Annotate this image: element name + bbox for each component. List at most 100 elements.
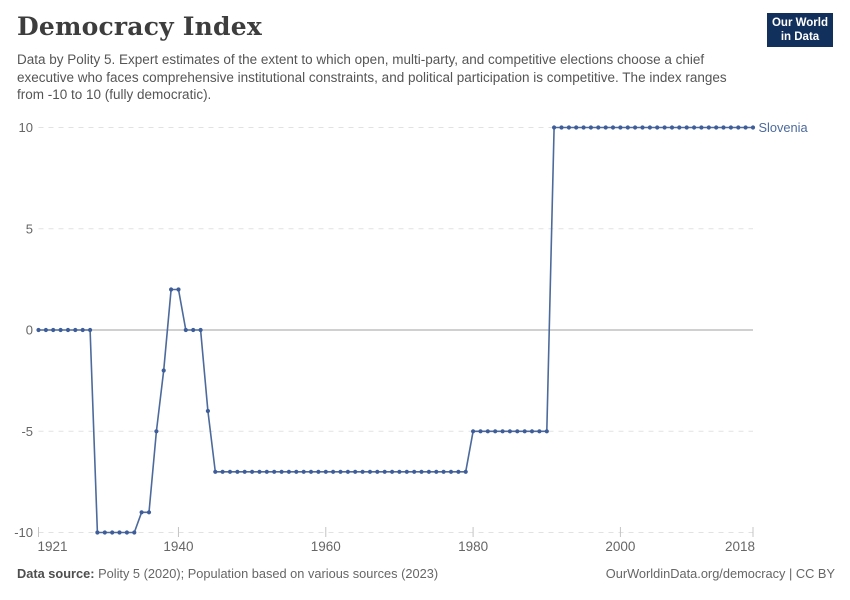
data-point[interactable] — [316, 469, 321, 474]
data-point[interactable] — [73, 327, 78, 333]
data-point[interactable] — [662, 125, 667, 130]
data-point[interactable] — [434, 469, 439, 474]
data-point[interactable] — [117, 530, 122, 535]
data-point[interactable] — [647, 125, 653, 130]
data-point[interactable] — [132, 530, 137, 535]
data-point[interactable] — [294, 469, 299, 474]
data-point[interactable] — [655, 125, 660, 130]
data-point[interactable] — [279, 469, 284, 474]
data-point[interactable] — [441, 469, 446, 474]
data-point[interactable] — [471, 429, 476, 434]
data-point[interactable] — [272, 469, 277, 474]
democracy-chart[interactable]: 10 5 0 -5 -10 1921 1940 1960 1980 2000 2018 Sloveni… — [0, 110, 850, 562]
data-point[interactable] — [743, 125, 748, 130]
data-point[interactable] — [677, 125, 682, 130]
data-point[interactable] — [559, 125, 564, 130]
data-point[interactable] — [456, 469, 461, 474]
data-point[interactable] — [633, 125, 638, 130]
data-point[interactable] — [353, 469, 358, 474]
data-point[interactable] — [610, 125, 616, 130]
data-point[interactable] — [51, 327, 56, 333]
data-point[interactable] — [264, 469, 269, 474]
data-point[interactable] — [176, 287, 181, 292]
data-point[interactable] — [537, 429, 542, 434]
data-point[interactable] — [574, 125, 579, 130]
data-point[interactable] — [404, 469, 409, 474]
data-point[interactable] — [485, 429, 490, 434]
data-point[interactable] — [500, 429, 505, 434]
data-point[interactable] — [36, 327, 41, 333]
data-point[interactable] — [478, 429, 483, 434]
data-point[interactable] — [750, 125, 756, 130]
data-point[interactable] — [323, 469, 328, 474]
data-point[interactable] — [80, 327, 85, 333]
data-point[interactable] — [286, 469, 291, 474]
data-point[interactable] — [721, 125, 726, 130]
data-point[interactable] — [146, 510, 152, 515]
data-point[interactable] — [412, 469, 417, 474]
data-point[interactable] — [699, 125, 704, 130]
data-point[interactable] — [603, 125, 608, 130]
data-point[interactable] — [169, 287, 174, 292]
data-point[interactable] — [375, 469, 380, 474]
data-point[interactable] — [367, 469, 373, 474]
data-point[interactable] — [102, 530, 107, 535]
data-point[interactable] — [552, 125, 557, 130]
data-point[interactable] — [360, 469, 365, 474]
data-point[interactable] — [507, 429, 512, 434]
data-point[interactable] — [640, 125, 645, 130]
data-point[interactable] — [205, 408, 210, 414]
data-point[interactable] — [242, 469, 247, 474]
data-point[interactable] — [250, 469, 255, 474]
data-point[interactable] — [529, 429, 535, 434]
data-point[interactable] — [110, 530, 115, 535]
data-point[interactable] — [301, 469, 306, 474]
data-point[interactable] — [213, 469, 218, 474]
data-point[interactable] — [257, 469, 262, 474]
data-point[interactable] — [88, 327, 93, 333]
data-point[interactable] — [463, 469, 468, 474]
data-point[interactable] — [65, 327, 71, 333]
data-point[interactable] — [493, 429, 498, 434]
data-point[interactable] — [426, 469, 431, 474]
data-point[interactable] — [692, 125, 697, 130]
data-point[interactable] — [522, 429, 527, 434]
data-point[interactable] — [669, 125, 675, 130]
data-point[interactable] — [515, 429, 520, 434]
data-point[interactable] — [448, 469, 454, 474]
data-point[interactable] — [220, 469, 225, 474]
data-point[interactable] — [544, 429, 549, 434]
data-point[interactable] — [345, 469, 350, 474]
data-point[interactable] — [397, 469, 402, 474]
data-point[interactable] — [684, 125, 689, 130]
data-point[interactable] — [706, 125, 711, 130]
data-point[interactable] — [58, 327, 63, 333]
data-point[interactable] — [198, 327, 203, 333]
data-point[interactable] — [183, 327, 188, 333]
data-point[interactable] — [139, 510, 144, 515]
data-point[interactable] — [618, 125, 623, 130]
data-point[interactable] — [382, 469, 387, 474]
data-point[interactable] — [338, 469, 343, 474]
data-point[interactable] — [596, 125, 601, 130]
data-point[interactable] — [625, 125, 630, 130]
data-point[interactable] — [95, 530, 100, 535]
data-point[interactable] — [43, 327, 49, 333]
owid-logo[interactable]: Our World in Data — [767, 13, 833, 47]
data-point[interactable] — [588, 125, 594, 130]
data-point[interactable] — [124, 530, 129, 535]
data-point[interactable] — [419, 469, 424, 474]
data-point[interactable] — [728, 125, 734, 130]
data-point[interactable] — [161, 368, 166, 373]
data-point[interactable] — [714, 125, 719, 130]
data-point[interactable] — [308, 469, 314, 474]
data-point[interactable] — [736, 125, 741, 130]
entity-label[interactable]: Slovenia — [759, 120, 809, 135]
data-point[interactable] — [390, 469, 395, 474]
data-point[interactable] — [235, 469, 240, 474]
data-point[interactable] — [581, 125, 586, 130]
data-point[interactable] — [566, 125, 572, 130]
data-point[interactable] — [227, 469, 233, 474]
data-point[interactable] — [331, 469, 336, 474]
data-point[interactable] — [154, 429, 159, 434]
